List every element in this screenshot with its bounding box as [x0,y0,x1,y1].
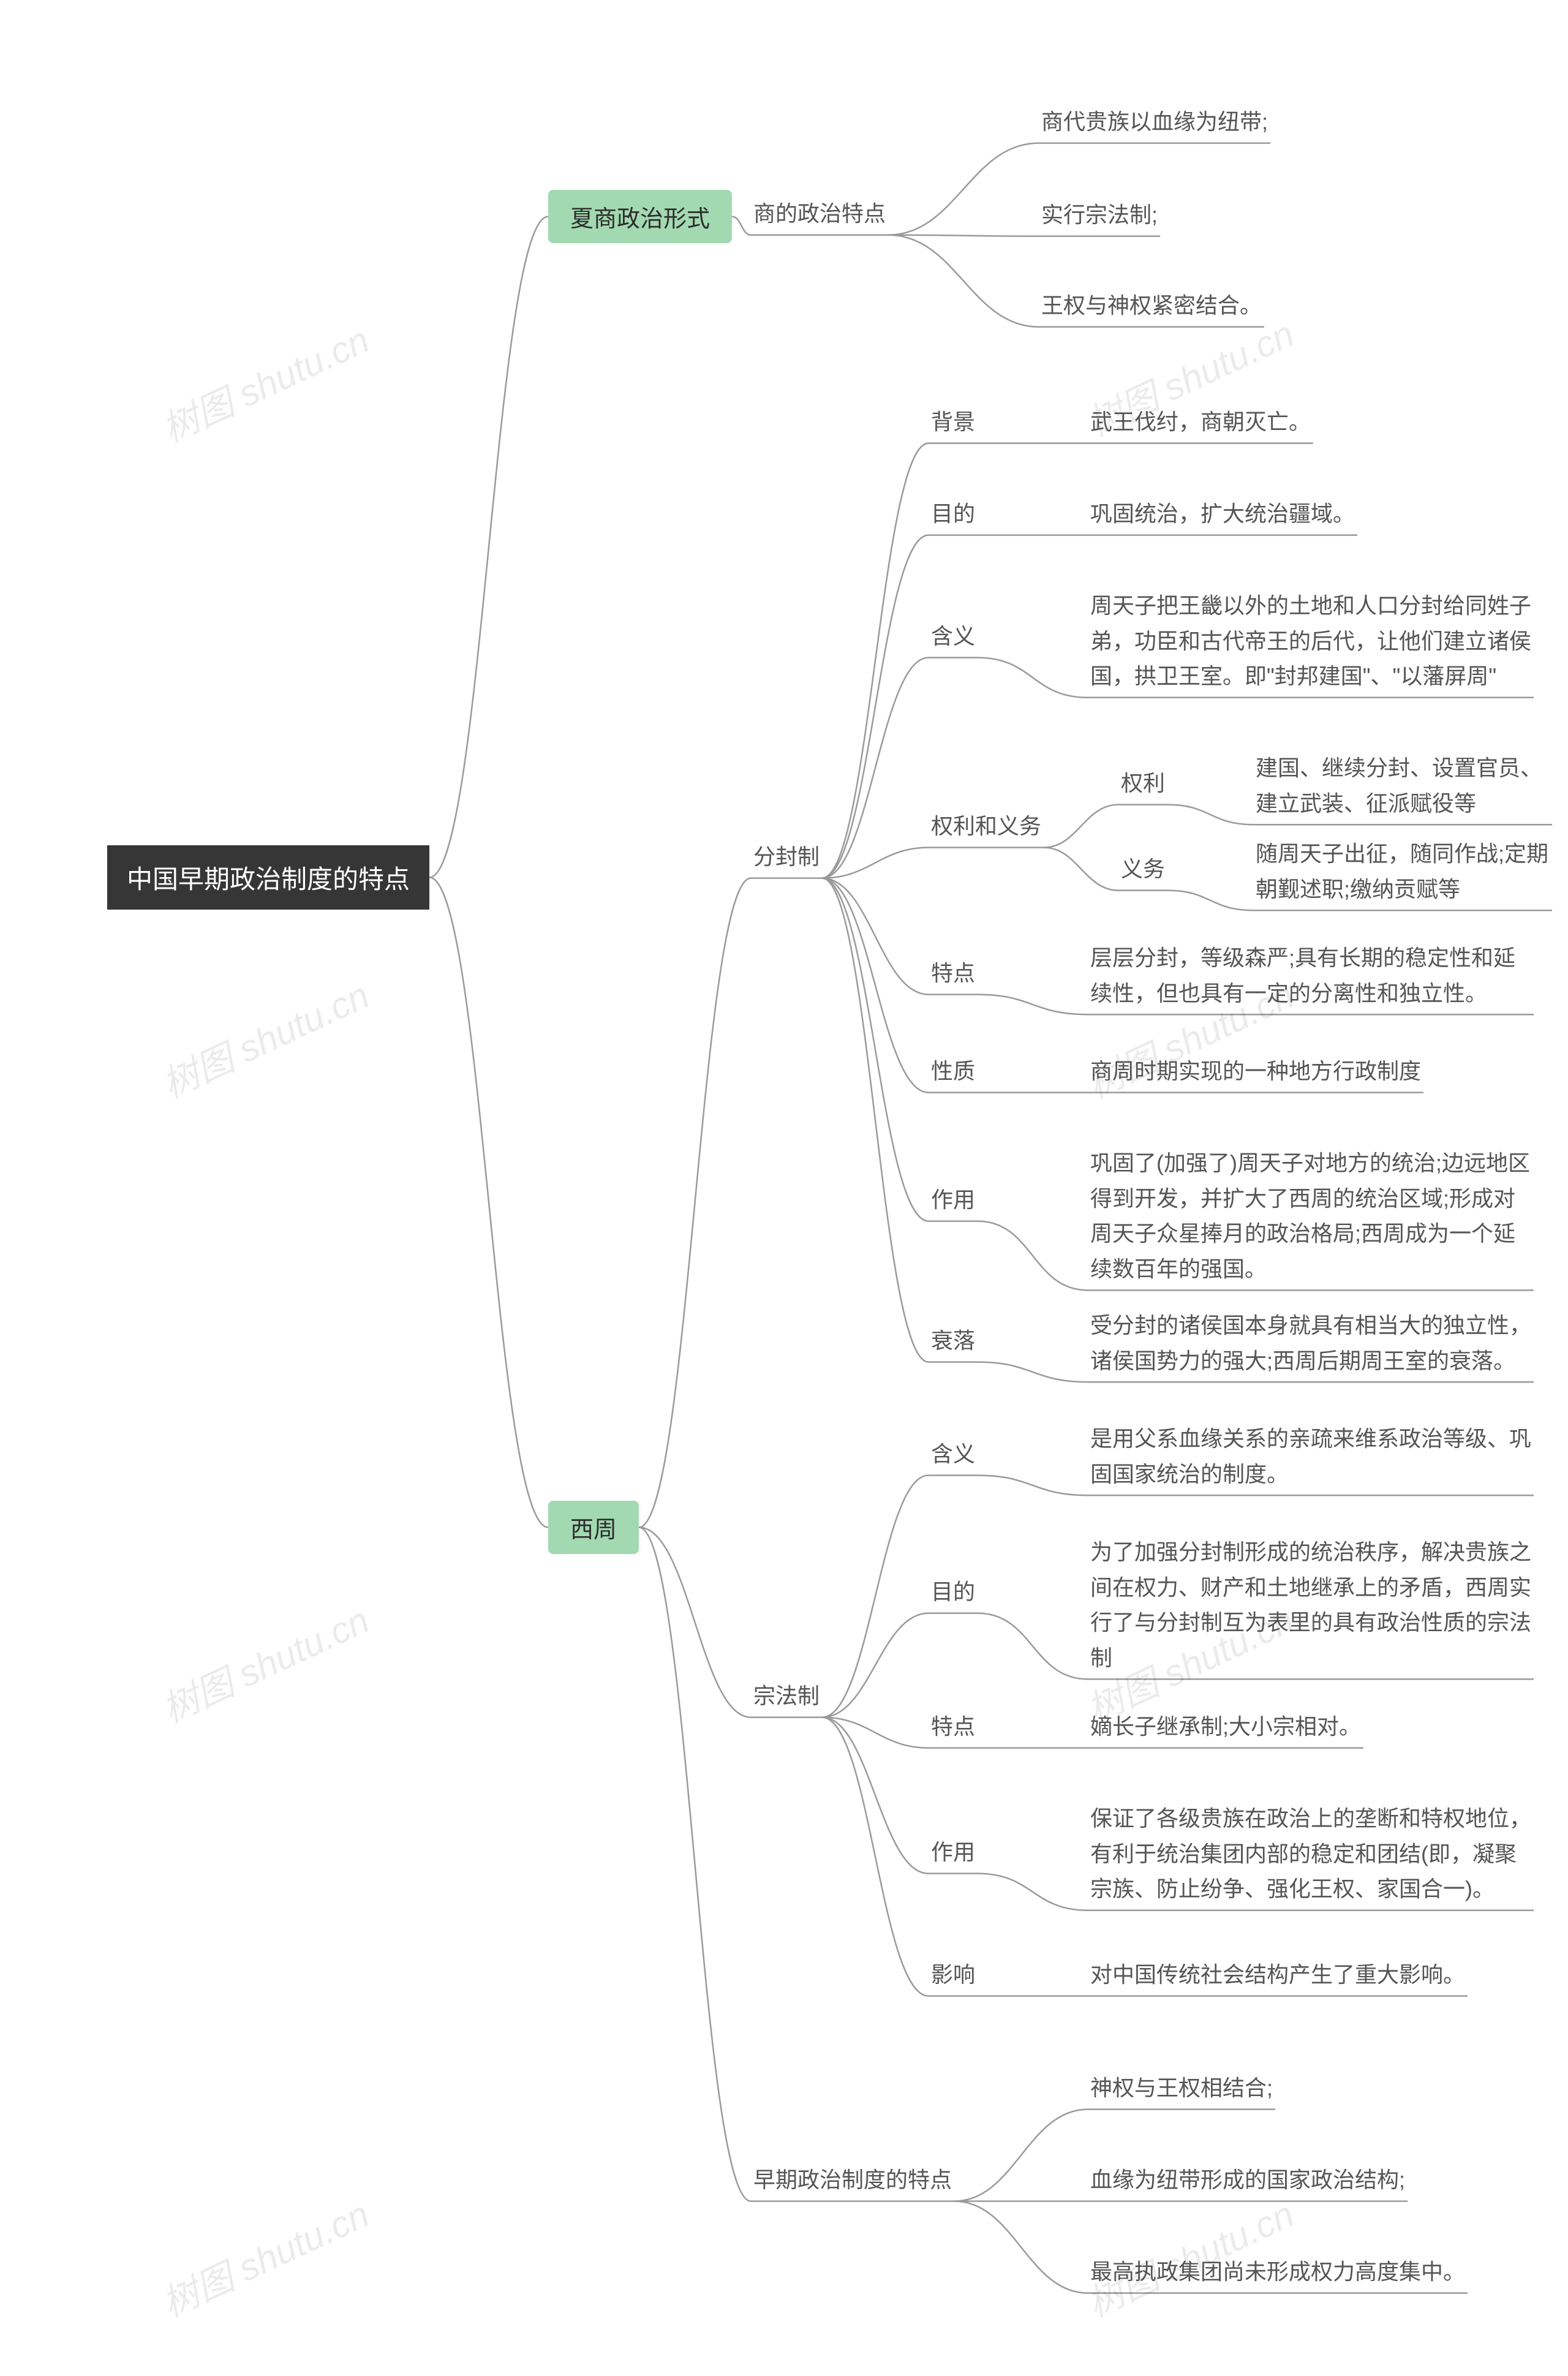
leaf-zongfa: 实行宗法制; [1041,197,1158,233]
leaf-mudi-zf: 为了加强分封制形成的统治秩序，解决贵族之间在权力、财产和土地继承上的矛盾，西周实… [1090,1534,1531,1675]
label-zuoyong-zf: 作用 [931,1835,975,1870]
watermark: 树图 shutu.cn [153,2185,377,2327]
node-zongfazhi: 宗法制 [753,1678,820,1714]
leaf-yingxiang: 对中国传统社会结构产生了重大影响。 [1090,1957,1465,1993]
root-node: 中国早期政治制度的特点 [107,845,429,910]
label-tedian-zf: 特点 [931,1709,975,1744]
label-tedian-ff: 特点 [931,956,975,991]
leaf-tedian-ff: 层层分封，等级森严;具有长期的稳定性和延续性，但也具有一定的分离性和独立性。 [1090,940,1531,1011]
leaf-beijing: 武王伐纣，商朝灭亡。 [1090,404,1311,440]
label-quanli: 权利 [1121,766,1165,801]
label-zuoyong-ff: 作用 [931,1182,975,1218]
leaf-hanyi-zf: 是用父系血缘关系的亲疏来维系政治等级、巩固国家统治的制度。 [1090,1421,1531,1492]
node-fenfengzhi: 分封制 [753,839,820,875]
leaf-xueyuan-niudai: 血缘为纽带形成的国家政治结构; [1090,2162,1405,2198]
branch-xiashang: 夏商政治形式 [548,190,732,243]
node-zaoqi-tedian: 早期政治制度的特点 [753,2162,952,2198]
leaf-shenwang: 神权与王权相结合; [1090,2070,1273,2106]
label-mudi-ff: 目的 [931,496,975,532]
branch-xizhou: 西周 [548,1501,639,1554]
leaf-shuailuo: 受分封的诸侯国本身就具有相当大的独立性，诸侯国势力的强大;西周后期周王室的衰落。 [1090,1308,1531,1378]
watermark: 树图 shutu.cn [153,311,377,453]
leaf-jizhong: 最高执政集团尚未形成权力高度集中。 [1090,2254,1465,2290]
label-quanli-yiwu: 权利和义务 [931,809,1041,844]
node-shang-tedian: 商的政治特点 [753,196,886,232]
leaf-zuoyong-zf: 保证了各级贵族在政治上的垄断和特权地位，有利于统治集团内部的稳定和团结(即，凝聚… [1090,1801,1531,1907]
label-beijing: 背景 [931,404,975,440]
leaf-zuoyong-ff: 巩固了(加强了)周天子对地方的统治;边远地区得到开发，并扩大了西周的统治区域;形… [1090,1145,1531,1286]
leaf-yiwu: 随周天子出征，随同作战;定期朝觐述职;缴纳贡赋等 [1256,836,1550,907]
label-xingzhi: 性质 [931,1054,975,1089]
leaf-wangquan-shenquan: 王权与神权紧密结合。 [1041,288,1262,323]
leaf-xingzhi: 商周时期实现的一种地方行政制度 [1090,1054,1421,1089]
label-shuailuo: 衰落 [931,1323,975,1359]
label-mudi-zf: 目的 [931,1574,975,1610]
label-yingxiang: 影响 [931,1957,975,1993]
watermark: 树图 shutu.cn [153,966,377,1108]
label-yiwu: 义务 [1121,851,1165,887]
leaf-xueyuan: 商代贵族以血缘为纽带; [1041,104,1268,140]
label-hanyi-zf: 含义 [931,1436,975,1472]
leaf-hanyi-ff: 周天子把王畿以外的土地和人口分封给同姓子弟，功臣和古代帝王的后代，让他们建立诸侯… [1090,588,1531,694]
watermark: 树图 shutu.cn [153,1591,377,1733]
leaf-mudi-ff: 巩固统治，扩大统治疆域。 [1090,496,1355,532]
leaf-quanli: 建国、继续分封、设置官员、建立武装、征派赋役等 [1256,750,1550,821]
leaf-tedian-zf: 嫡长子继承制;大小宗相对。 [1090,1709,1361,1744]
label-hanyi-ff: 含义 [931,619,975,654]
